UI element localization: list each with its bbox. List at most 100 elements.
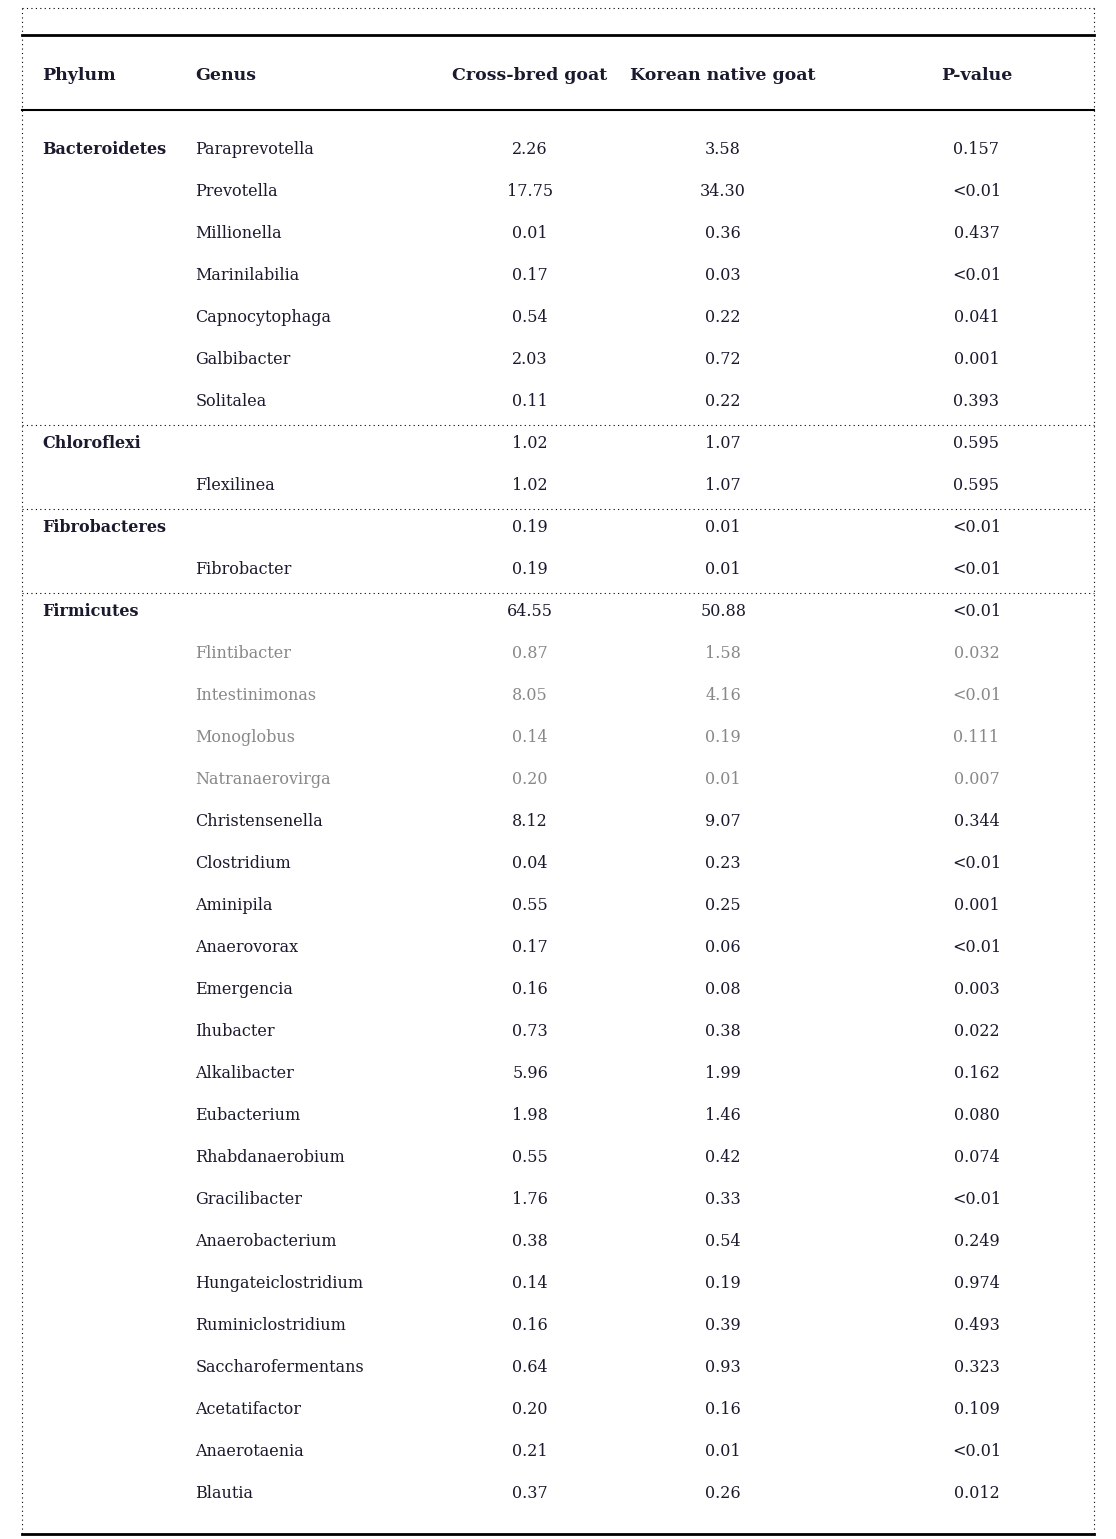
Text: 1.98: 1.98 — [512, 1108, 548, 1125]
Text: 0.39: 0.39 — [705, 1317, 741, 1334]
Text: 2.26: 2.26 — [512, 142, 548, 159]
Text: P-value: P-value — [941, 66, 1012, 83]
Text: 0.23: 0.23 — [705, 856, 741, 873]
Text: 4.16: 4.16 — [705, 688, 741, 705]
Text: 0.074: 0.074 — [954, 1150, 999, 1167]
Text: 0.16: 0.16 — [512, 1317, 548, 1334]
Text: Paraprevotella: Paraprevotella — [195, 142, 315, 159]
Text: Marinilabilia: Marinilabilia — [195, 268, 299, 285]
Text: Flintibacter: Flintibacter — [195, 645, 291, 662]
Text: 0.16: 0.16 — [705, 1402, 741, 1419]
Text: 0.249: 0.249 — [954, 1233, 999, 1251]
Text: Korean native goat: Korean native goat — [631, 66, 816, 83]
Text: Cross-bred goat: Cross-bred goat — [452, 66, 608, 83]
Text: 0.17: 0.17 — [512, 939, 548, 957]
Text: Christensenella: Christensenella — [195, 814, 323, 831]
Text: Alkalibacter: Alkalibacter — [195, 1065, 295, 1082]
Text: 0.38: 0.38 — [512, 1233, 548, 1251]
Text: Millionella: Millionella — [195, 226, 282, 243]
Text: 0.595: 0.595 — [953, 436, 1000, 452]
Text: 0.20: 0.20 — [512, 771, 548, 788]
Text: 0.55: 0.55 — [512, 897, 548, 914]
Text: 0.25: 0.25 — [705, 897, 741, 914]
Text: 0.437: 0.437 — [953, 226, 1000, 243]
Text: 0.33: 0.33 — [705, 1191, 741, 1208]
Text: 0.393: 0.393 — [953, 394, 1000, 411]
Text: 0.974: 0.974 — [953, 1276, 1000, 1293]
Text: 0.344: 0.344 — [954, 814, 999, 831]
Text: 64.55: 64.55 — [507, 603, 554, 620]
Text: 0.72: 0.72 — [705, 351, 741, 368]
Text: 1.07: 1.07 — [705, 477, 741, 494]
Text: 0.54: 0.54 — [705, 1233, 741, 1251]
Text: 0.001: 0.001 — [954, 897, 999, 914]
Text: Clostridium: Clostridium — [195, 856, 291, 873]
Text: 0.36: 0.36 — [705, 226, 741, 243]
Text: <0.01: <0.01 — [952, 1444, 1001, 1461]
Text: 0.37: 0.37 — [512, 1485, 548, 1502]
Text: 0.21: 0.21 — [512, 1444, 548, 1461]
Text: Capnocytophaga: Capnocytophaga — [195, 309, 331, 326]
Text: 17.75: 17.75 — [507, 183, 554, 200]
Text: 0.26: 0.26 — [705, 1485, 741, 1502]
Text: Genus: Genus — [195, 66, 257, 83]
Text: Bacteroidetes: Bacteroidetes — [42, 142, 166, 159]
Text: 0.157: 0.157 — [953, 142, 1000, 159]
Text: 0.08: 0.08 — [705, 982, 741, 999]
Text: 0.87: 0.87 — [512, 645, 548, 662]
Text: Anaerobacterium: Anaerobacterium — [195, 1233, 337, 1251]
Text: 0.03: 0.03 — [705, 268, 741, 285]
Text: 1.02: 1.02 — [512, 436, 548, 452]
Text: 0.080: 0.080 — [954, 1108, 999, 1125]
Text: 0.64: 0.64 — [512, 1359, 548, 1376]
Text: 0.109: 0.109 — [953, 1402, 1000, 1419]
Text: 0.323: 0.323 — [953, 1359, 1000, 1376]
Text: 1.58: 1.58 — [705, 645, 741, 662]
Text: Hungateiclostridium: Hungateiclostridium — [195, 1276, 364, 1293]
Text: Aminipila: Aminipila — [195, 897, 272, 914]
Text: 3.58: 3.58 — [705, 142, 741, 159]
Text: 0.01: 0.01 — [705, 562, 741, 579]
Text: 0.032: 0.032 — [954, 645, 999, 662]
Text: <0.01: <0.01 — [952, 1191, 1001, 1208]
Text: Anaerotaenia: Anaerotaenia — [195, 1444, 304, 1461]
Text: 1.07: 1.07 — [705, 436, 741, 452]
Text: 0.001: 0.001 — [954, 351, 999, 368]
Text: Solitalea: Solitalea — [195, 394, 267, 411]
Text: 0.22: 0.22 — [705, 394, 741, 411]
Text: 0.19: 0.19 — [512, 520, 548, 537]
Text: Emergencia: Emergencia — [195, 982, 294, 999]
Text: 0.55: 0.55 — [512, 1150, 548, 1167]
Text: 0.01: 0.01 — [705, 520, 741, 537]
Text: 0.06: 0.06 — [705, 939, 741, 957]
Text: 0.19: 0.19 — [705, 729, 741, 746]
Text: 0.42: 0.42 — [705, 1150, 741, 1167]
Text: 0.73: 0.73 — [512, 1023, 548, 1040]
Text: 2.03: 2.03 — [512, 351, 548, 368]
Text: Gracilibacter: Gracilibacter — [195, 1191, 302, 1208]
Text: Anaerovorax: Anaerovorax — [195, 939, 298, 957]
Text: <0.01: <0.01 — [952, 562, 1001, 579]
Text: 0.007: 0.007 — [954, 771, 999, 788]
Text: 0.14: 0.14 — [512, 729, 548, 746]
Text: <0.01: <0.01 — [952, 688, 1001, 705]
Text: 0.54: 0.54 — [512, 309, 548, 326]
Text: 0.041: 0.041 — [954, 309, 999, 326]
Text: 0.493: 0.493 — [953, 1317, 1000, 1334]
Text: 0.22: 0.22 — [705, 309, 741, 326]
Text: Saccharofermentans: Saccharofermentans — [195, 1359, 364, 1376]
Text: <0.01: <0.01 — [952, 856, 1001, 873]
Text: Fibrobacter: Fibrobacter — [195, 562, 291, 579]
Text: 0.19: 0.19 — [512, 562, 548, 579]
Text: <0.01: <0.01 — [952, 268, 1001, 285]
Text: Acetatifactor: Acetatifactor — [195, 1402, 301, 1419]
Text: 0.17: 0.17 — [512, 268, 548, 285]
Text: Phylum: Phylum — [42, 66, 116, 83]
Text: <0.01: <0.01 — [952, 520, 1001, 537]
Text: Prevotella: Prevotella — [195, 183, 278, 200]
Text: Rhabdanaerobium: Rhabdanaerobium — [195, 1150, 345, 1167]
Text: Monoglobus: Monoglobus — [195, 729, 296, 746]
Text: 0.04: 0.04 — [512, 856, 548, 873]
Text: 0.022: 0.022 — [954, 1023, 999, 1040]
Text: 1.99: 1.99 — [705, 1065, 741, 1082]
